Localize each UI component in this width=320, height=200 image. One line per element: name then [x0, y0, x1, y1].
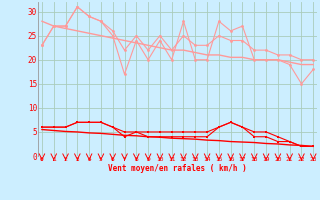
X-axis label: Vent moyen/en rafales ( km/h ): Vent moyen/en rafales ( km/h ): [108, 164, 247, 173]
